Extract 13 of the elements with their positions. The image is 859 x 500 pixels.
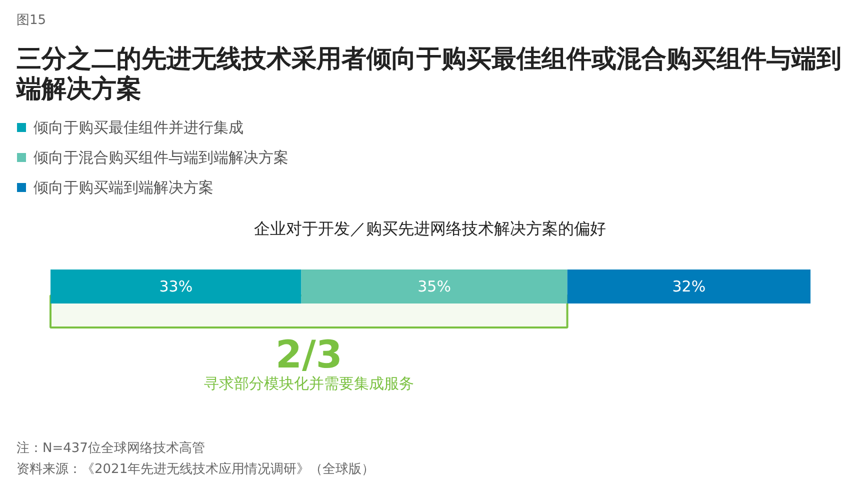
text: 资料来源：《2021年先进无线技术应用情况调研》（全球版） [16, 461, 375, 477]
chart-title: 三分之二的先进无线技术采用者倾向于购买最佳组件或混合购买组件与端到端解决方案 [16, 44, 842, 103]
chart-subtitle: 企业对于开发／购买先进网络技术解决方案的偏好 [254, 219, 606, 238]
text: 寻求部分模块化并需要集成服务 [204, 374, 414, 392]
data-label: 33% [159, 278, 193, 296]
data-label: 35% [418, 278, 451, 296]
caption: 图15 [16, 13, 46, 28]
legend-label: 倾向于购买端到端解决方案 [34, 178, 214, 196]
legend-label: 倾向于购买最佳组件并进行集成 [34, 118, 244, 136]
data-label: 32% [672, 278, 706, 296]
legend-label: 倾向于混合购买组件与端到端解决方案 [34, 148, 288, 166]
text: 注：N=437位全球网络技术高管 [16, 440, 205, 456]
band-label: 2/3 [276, 332, 342, 376]
